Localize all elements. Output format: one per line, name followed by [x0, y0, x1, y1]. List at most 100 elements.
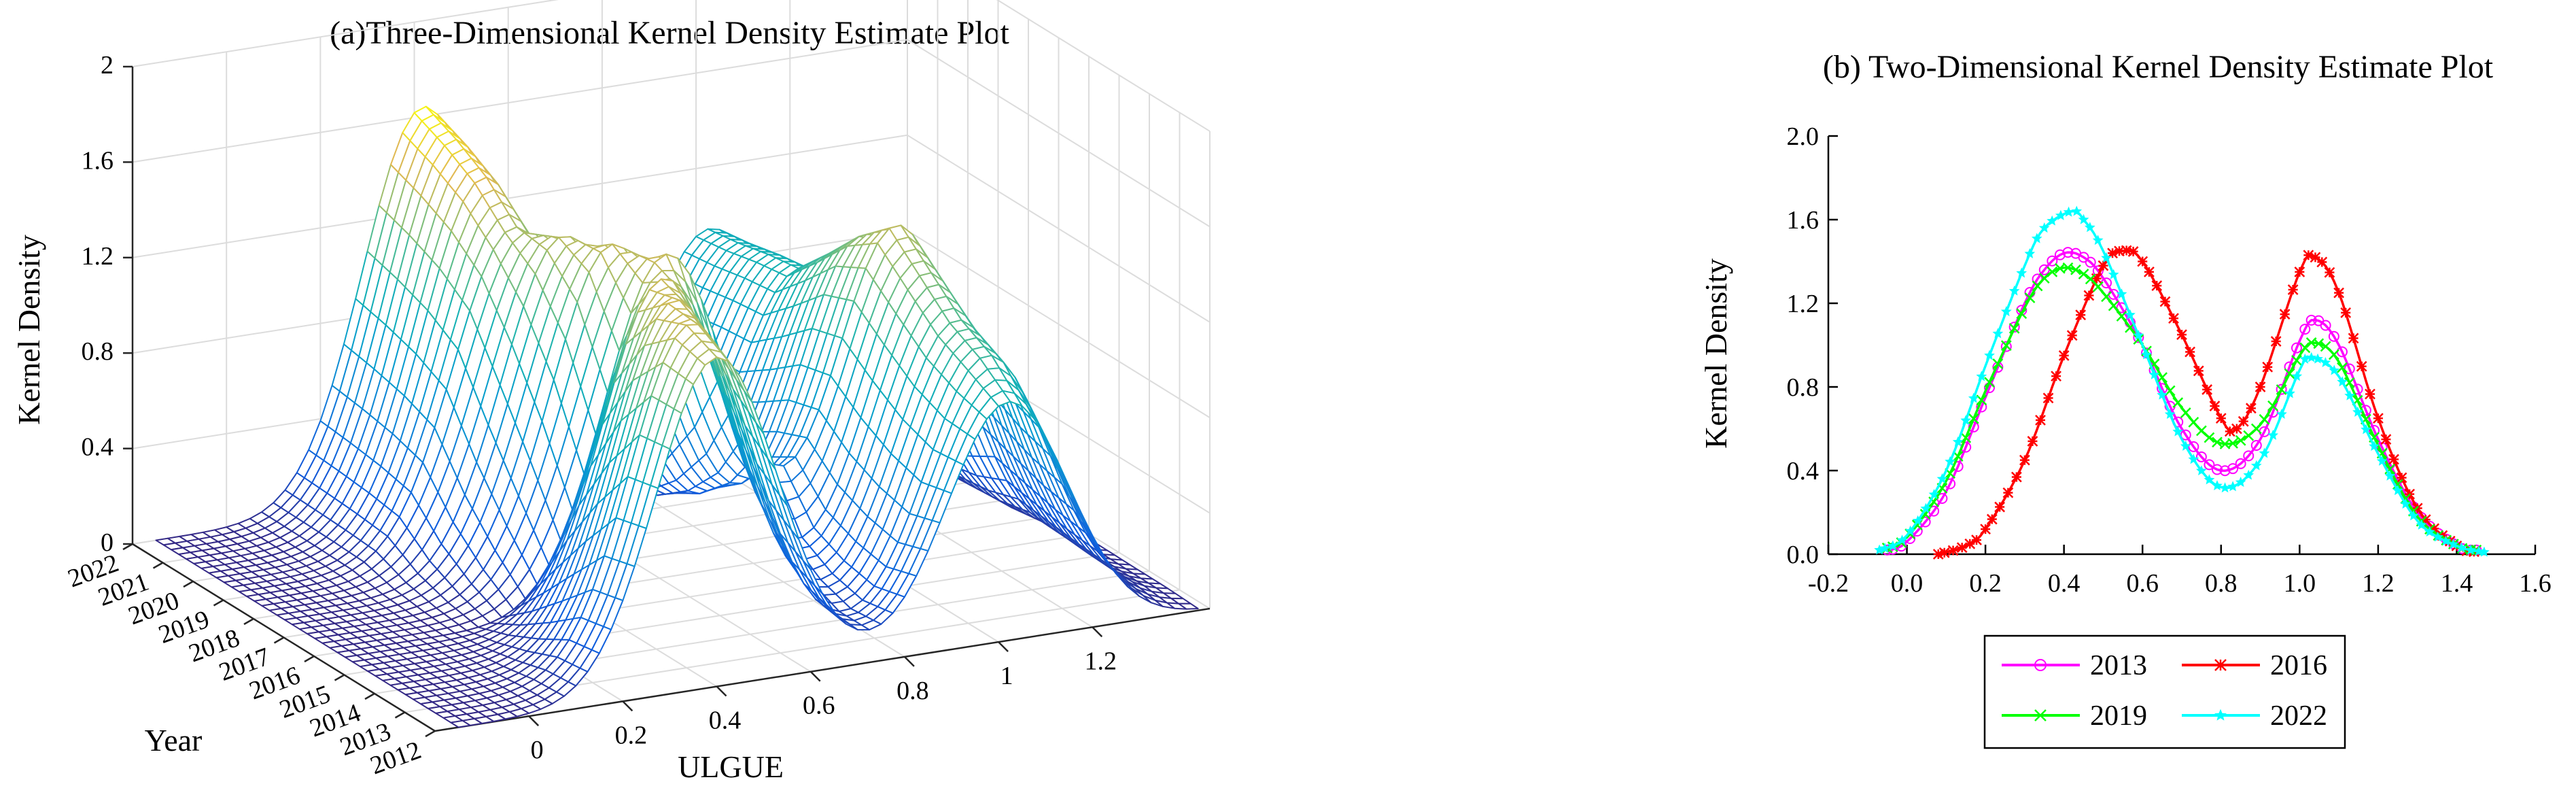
asterisk-marker [2091, 273, 2102, 284]
circle-marker [2008, 321, 2020, 333]
asterisk-marker [2380, 434, 2392, 445]
asterisk-marker [2279, 309, 2291, 320]
asterisk-marker [2176, 329, 2187, 341]
x-marker [2328, 349, 2339, 360]
y-tick-label: 2.0 [1787, 122, 1820, 151]
star-marker [2329, 364, 2340, 375]
asterisk-marker [1932, 549, 1944, 560]
star-marker [2305, 352, 2317, 362]
asterisk-marker [2151, 280, 2163, 292]
x-tick-label: 0.6 [803, 692, 835, 720]
asterisk-marker [2238, 415, 2249, 427]
series-2019 [1881, 262, 2482, 556]
asterisk-marker [2396, 472, 2407, 483]
x-marker [2320, 341, 2331, 352]
legend-box [1983, 634, 2346, 749]
x-marker [2227, 438, 2238, 449]
y-tick [183, 580, 194, 588]
star-marker [1968, 392, 1979, 403]
star-marker [1945, 456, 1956, 466]
circle-marker [1968, 421, 1979, 432]
asterisk-marker [2159, 296, 2171, 307]
x-marker [2276, 384, 2287, 395]
y-tick-label: 0.0 [1787, 541, 1820, 569]
star-marker [2084, 222, 2095, 233]
x-tick-label: 0.6 [2126, 569, 2159, 598]
circle-marker [2204, 459, 2215, 471]
asterisk-marker [2333, 287, 2344, 299]
asterisk-marker [2373, 413, 2384, 424]
legend-label: 2013 [2090, 650, 2147, 681]
asterisk-marker [2035, 414, 2046, 426]
circle-marker [2188, 441, 2199, 452]
asterisk-marker [2303, 250, 2314, 261]
star-marker [2000, 305, 2012, 317]
star-marker [2407, 510, 2419, 521]
asterisk-marker [2255, 381, 2266, 392]
star-marker [2259, 447, 2270, 458]
star-marker [2392, 485, 2403, 496]
star-marker [2078, 214, 2089, 224]
y-tick [364, 692, 375, 700]
circle-marker [2212, 464, 2223, 475]
y-tick [394, 711, 406, 719]
y-tick [152, 562, 164, 569]
grid-line [907, 134, 1211, 323]
asterisk-marker [2316, 256, 2328, 268]
star-marker [2337, 376, 2348, 387]
star-marker [2284, 388, 2295, 398]
star-marker [2400, 498, 2412, 509]
star-marker [1976, 371, 1987, 381]
circle-marker [2180, 429, 2191, 441]
circle-marker [2062, 247, 2074, 258]
circle-marker [2305, 314, 2317, 326]
series-line [1887, 251, 2477, 551]
x-tick [528, 715, 540, 727]
legend-item-2016: 2016 [2182, 650, 2327, 681]
x-tick-label: 0.4 [709, 707, 742, 735]
series-line [1938, 249, 2477, 556]
star-marker [2063, 206, 2074, 217]
star-marker [2047, 215, 2058, 226]
star-marker [2164, 408, 2176, 420]
circle-marker [2085, 256, 2096, 268]
surface-facet [1178, 602, 1199, 610]
circle-marker [2250, 439, 2262, 451]
x-marker [2204, 432, 2215, 443]
star-marker [2267, 429, 2279, 440]
star-marker [2188, 454, 2199, 464]
x-marker [2108, 300, 2119, 311]
asterisk-marker [2127, 246, 2139, 257]
star-marker [2369, 441, 2380, 451]
star-marker [2473, 545, 2484, 556]
star-marker [2141, 349, 2152, 360]
circle-marker [2328, 330, 2339, 342]
asterisk-marker [2137, 256, 2148, 267]
panel-b-axes: -0.2 0.0 0.2 0.4 0.6 0.8 1.0 1.2 1.4 1.60.00.40.8… [1787, 122, 2552, 598]
star-marker [1984, 350, 1995, 360]
star-marker [2416, 519, 2427, 530]
y-tick-label: 0.8 [1787, 373, 1820, 402]
y-tick [243, 617, 254, 626]
x-marker [2344, 377, 2355, 388]
asterisk-marker [1994, 501, 2006, 513]
x-tick-label: 0.0 [1891, 569, 1924, 598]
asterisk-marker [2294, 266, 2305, 277]
x-marker [2337, 362, 2348, 373]
star-marker [2195, 465, 2207, 476]
star-marker [2243, 469, 2255, 480]
asterisk-marker [2420, 514, 2431, 525]
panel-a-3d-kde: (a)Three-Dimensional Kernel Density Esti… [12, 0, 1211, 784]
star-marker [1904, 525, 1916, 536]
legend-label: 2016 [2270, 650, 2327, 681]
star-marker [2204, 474, 2215, 485]
x-marker [2016, 308, 2027, 320]
star-marker [2465, 544, 2477, 555]
y-tick [304, 655, 315, 663]
x-marker [2284, 368, 2295, 379]
star-marker [1936, 473, 1948, 483]
star-marker [2352, 406, 2363, 417]
x-marker [2000, 340, 2012, 351]
panel-a-ticks: 00.20.40.60.811.220122013201420152016201… [64, 51, 1117, 780]
x-tick-label: 1.4 [2441, 569, 2473, 598]
